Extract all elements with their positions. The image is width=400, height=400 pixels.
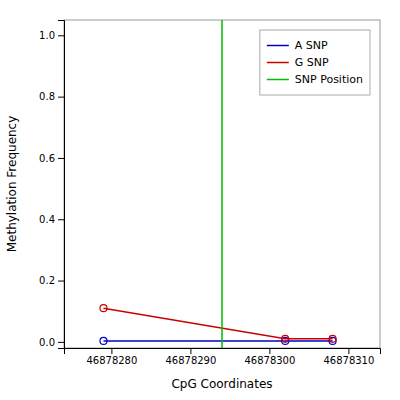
series-marker — [100, 337, 107, 344]
y-tick-mark — [58, 158, 64, 159]
y-tick-label: 0.0 — [39, 337, 55, 348]
chart: 468782804687829046878300468783100.00.20.… — [0, 0, 400, 400]
legend-item: SNP Position — [267, 73, 363, 86]
legend-swatch — [267, 79, 289, 81]
legend-label: SNP Position — [295, 73, 363, 86]
x-tick-label: 46878310 — [323, 355, 374, 366]
x-tick-mark — [269, 348, 270, 354]
y-tick-label: 1.0 — [39, 30, 55, 41]
legend-item: A SNP — [267, 39, 328, 52]
y-tick-mark — [58, 97, 64, 98]
series-line — [104, 340, 333, 342]
snp-position-line — [221, 20, 223, 348]
plot-area — [100, 20, 336, 348]
x-axis-line — [65, 349, 381, 355]
y-tick-label: 0.8 — [39, 91, 55, 102]
x-tick-label: 46878290 — [165, 355, 216, 366]
x-tick: 46878290 — [165, 348, 216, 366]
legend-label: G SNP — [295, 56, 329, 69]
x-tick-mark — [190, 348, 191, 354]
y-tick: 1.0 — [39, 30, 64, 41]
legend-box — [260, 30, 370, 95]
series-line — [104, 308, 333, 339]
y-tick: 0.4 — [39, 214, 64, 225]
y-tick: 0.0 — [39, 337, 64, 348]
series-marker — [100, 305, 107, 312]
y-tick-mark — [58, 281, 64, 282]
y-tick: 0.6 — [39, 153, 64, 164]
y-tick-mark — [58, 35, 64, 36]
x-tick-mark — [111, 348, 112, 354]
legend-item: G SNP — [267, 56, 329, 69]
x-tick-label: 46878280 — [86, 355, 137, 366]
y-tick-label: 0.4 — [39, 214, 55, 225]
series-marker — [329, 335, 336, 342]
y-axis: 0.0 0.2 0.4 0.6 0.8 1.0 — [39, 21, 64, 349]
series-marker — [282, 335, 289, 342]
legend-label: A SNP — [295, 39, 328, 52]
legend-swatch — [267, 45, 289, 47]
y-axis-title: Methylation Frequency — [5, 116, 19, 253]
x-axis: 46878280 46878290 46878300 46878310 — [65, 348, 381, 366]
plot-frame — [64, 20, 380, 348]
x-tick-label: 46878300 — [244, 355, 295, 366]
y-tick-mark — [58, 219, 64, 220]
y-axis-line — [58, 21, 65, 349]
y-tick: 0.8 — [39, 91, 64, 102]
legend-swatch — [267, 62, 289, 64]
y-tick-mark — [58, 342, 64, 343]
y-tick-label: 0.2 — [39, 275, 55, 286]
y-tick-label: 0.6 — [39, 153, 55, 164]
legend: A SNP G SNP SNP Position — [260, 30, 370, 95]
x-tick: 46878280 — [86, 348, 137, 366]
x-axis-title: CpG Coordinates — [171, 377, 272, 391]
x-tick: 46878300 — [244, 348, 295, 366]
x-tick: 46878310 — [323, 348, 374, 366]
x-tick-mark — [348, 348, 349, 354]
y-tick: 0.2 — [39, 275, 64, 286]
